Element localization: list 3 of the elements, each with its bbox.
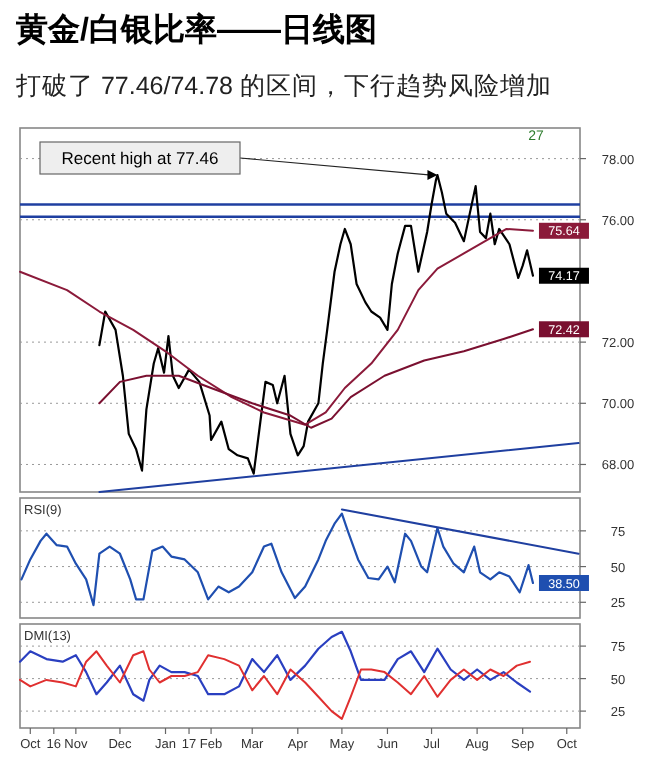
chart-subtitle: 打破了 77.46/74.78 的区间，下行趋势风险增加 [14, 72, 552, 100]
annotation: Recent high at 77.46 [61, 148, 219, 168]
chart-title: 黄金/白银比率——日线图 [14, 10, 377, 48]
